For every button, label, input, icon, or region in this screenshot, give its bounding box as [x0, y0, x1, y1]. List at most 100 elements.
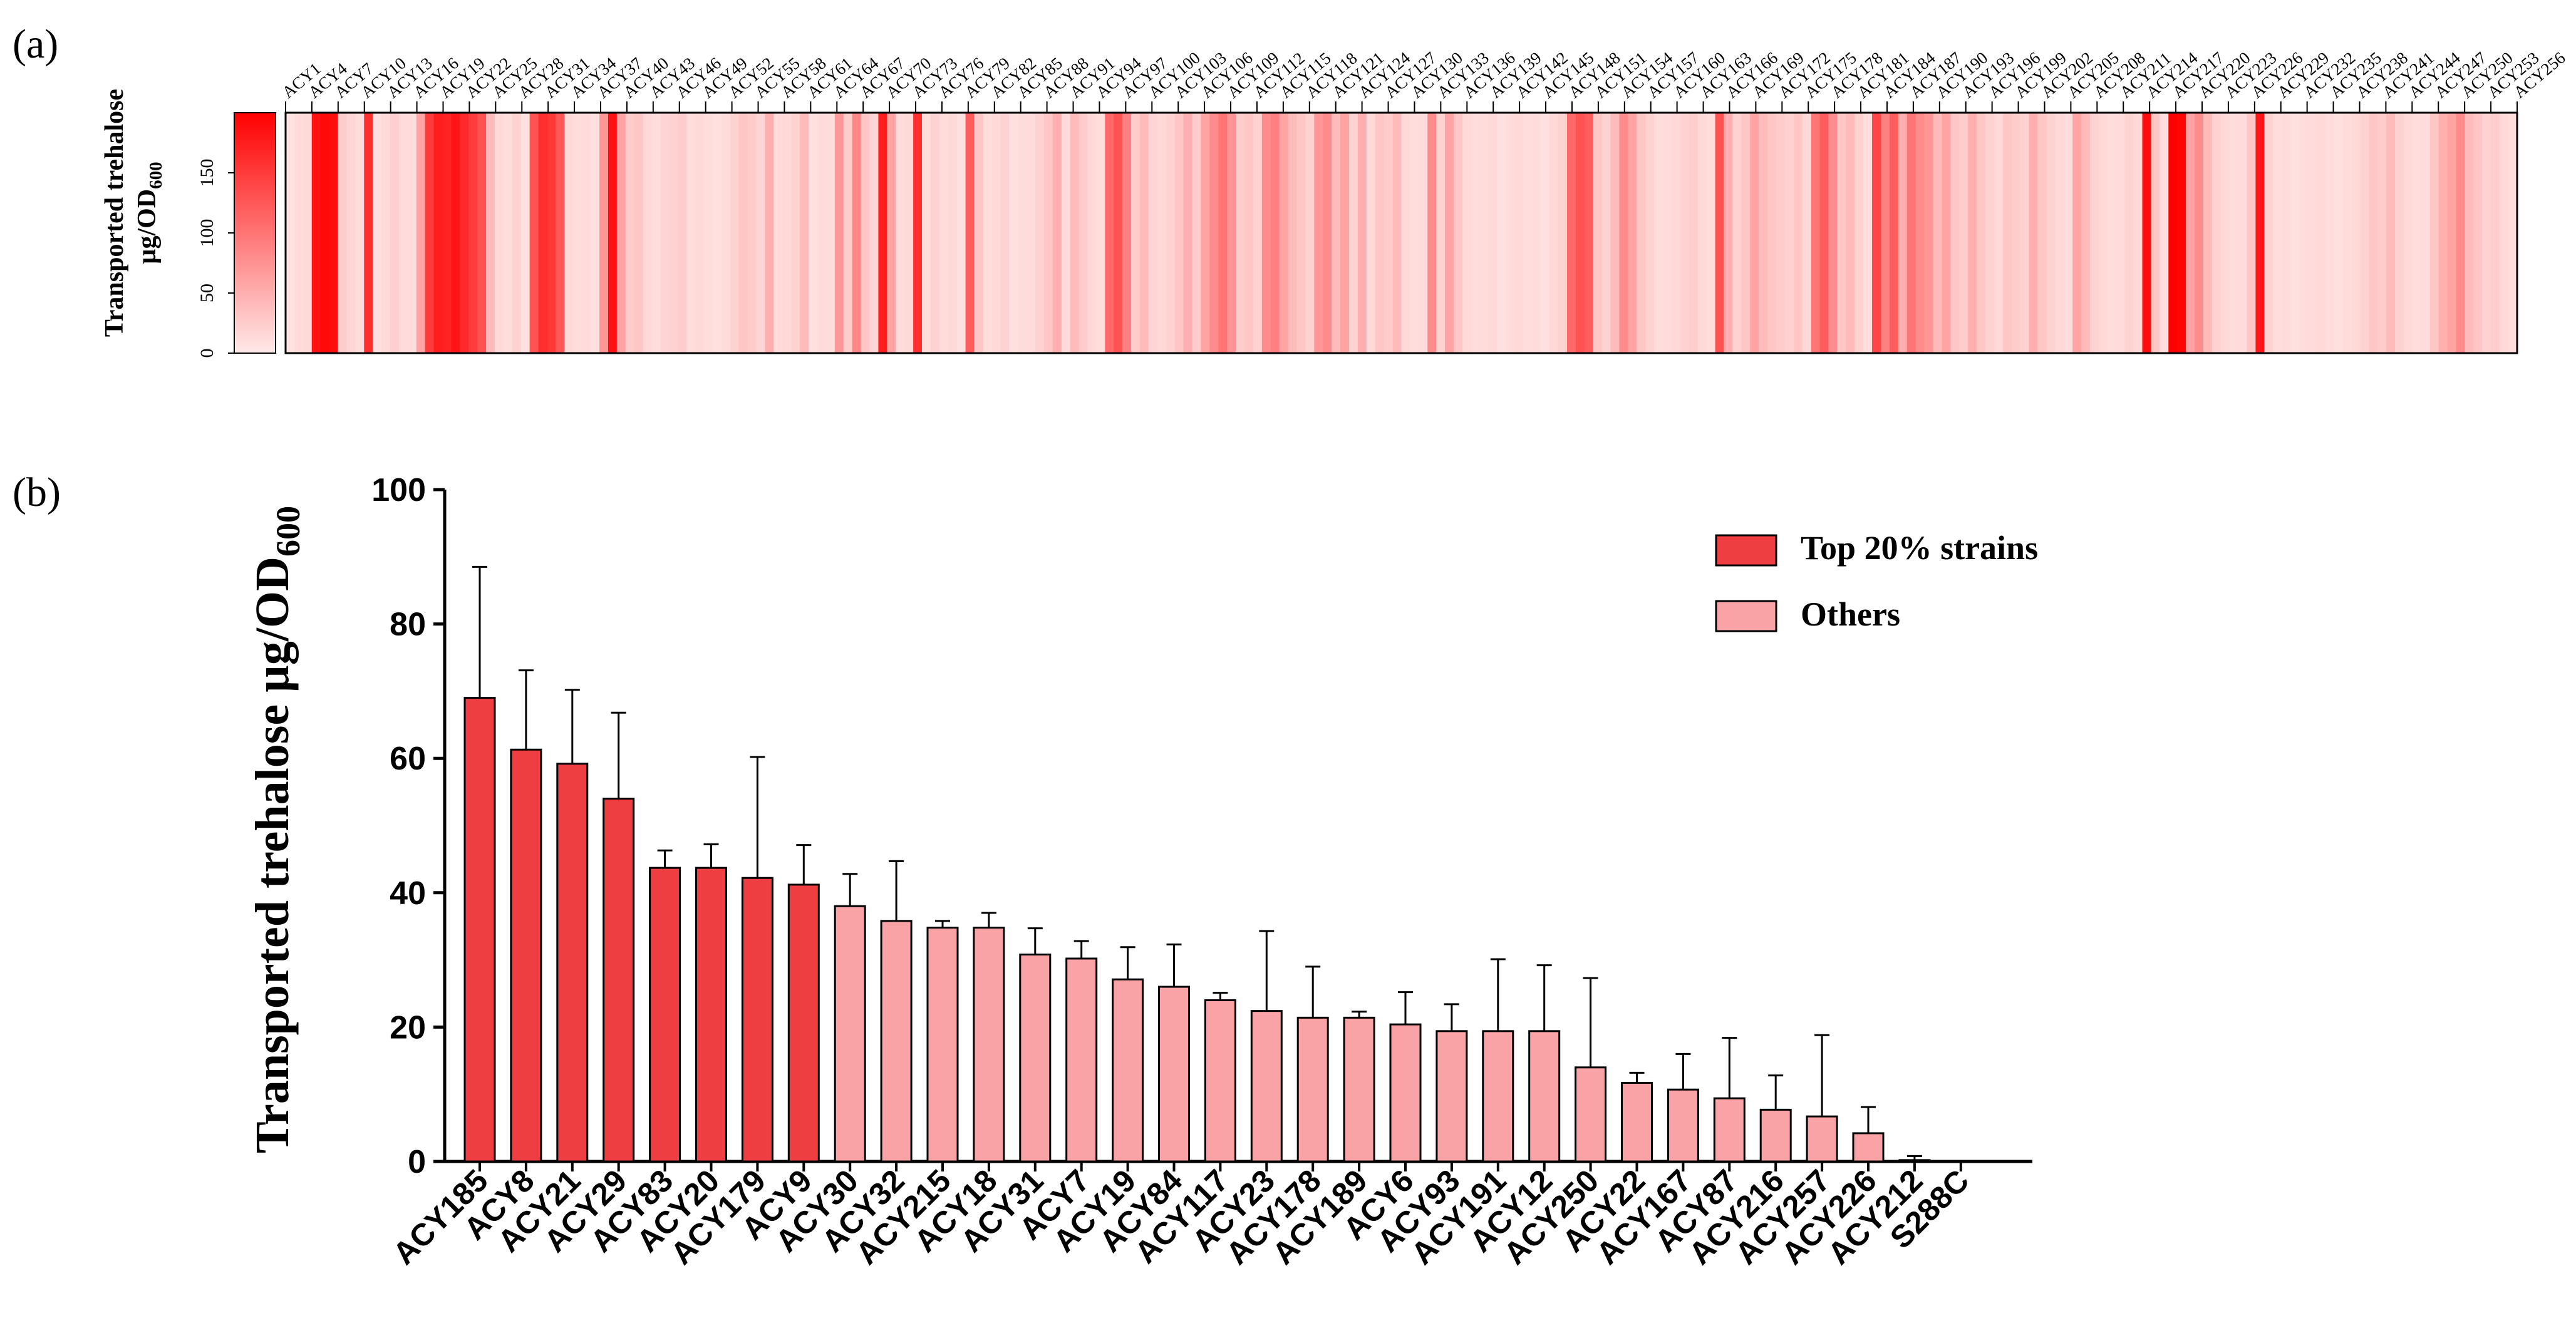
heatmap-cell	[1419, 113, 1428, 353]
heatmap-cell	[2473, 113, 2483, 353]
bar	[741, 877, 773, 1163]
bar	[1898, 1159, 1931, 1163]
heatmap-cell	[2264, 113, 2273, 353]
heatmap-cell	[2020, 113, 2030, 353]
heatmap-cell	[678, 113, 687, 353]
bar	[463, 697, 496, 1163]
bar	[1343, 1016, 1375, 1163]
heatmap-cell	[564, 113, 574, 353]
panel-b-label: (b)	[13, 470, 61, 515]
heatmap-cell	[721, 113, 731, 353]
heatmap-cell	[495, 113, 504, 353]
heatmap-cell	[1201, 113, 1210, 353]
heatmap-cell	[599, 113, 609, 353]
panel-b-ylabel-main: Transported trehalose µg/OD	[246, 557, 299, 1153]
bar	[510, 748, 542, 1163]
heatmap-cell	[861, 113, 871, 353]
heatmap-cell	[1663, 113, 1672, 353]
bar	[1575, 1066, 1607, 1163]
heatmap-cell	[2203, 113, 2213, 353]
heatmap-cell	[843, 113, 853, 353]
heatmap-cell	[817, 113, 827, 353]
heatmap-cell	[2342, 113, 2352, 353]
heatmap-cell	[2325, 113, 2335, 353]
heatmap-cell	[329, 113, 339, 353]
heatmap-cell	[373, 113, 382, 353]
heatmap-cell	[1819, 113, 1829, 353]
heatmap-cell	[1479, 113, 1489, 353]
heatmap-cell	[2508, 113, 2518, 353]
heatmap-cell	[1566, 113, 1576, 353]
heatmap-cell	[643, 113, 653, 353]
heatmap-cell	[2369, 113, 2378, 353]
heatmap-cell	[1375, 113, 1385, 353]
heatmap-cell	[2412, 113, 2422, 353]
heatmap-cell	[1671, 113, 1681, 353]
heatmap-cell	[529, 113, 539, 353]
bar	[1759, 1108, 1792, 1163]
panel-b-ylabel-subscript: 600	[269, 506, 307, 557]
heatmap-cell	[2447, 113, 2457, 353]
heatmap-cell	[2482, 113, 2491, 353]
heatmap-cell	[1628, 113, 1637, 353]
heatmap-cell	[1253, 113, 1263, 353]
heatmap-cell	[922, 113, 931, 353]
heatmap-cell	[2142, 113, 2152, 353]
heatmap-cell	[1793, 113, 1803, 353]
bar	[834, 905, 866, 1163]
heatmap-cell	[809, 113, 818, 353]
heatmap-cell	[346, 113, 356, 353]
heatmap-cell	[616, 113, 626, 353]
panel-b: (b) Transported trehalose µg/OD600 0 20 40…	[13, 470, 2038, 1271]
heatmap-cell	[1087, 113, 1097, 353]
heatmap-cell	[1654, 113, 1663, 353]
legend: Top 20% strains Others	[1715, 529, 2038, 633]
heatmap-cell	[965, 113, 975, 353]
color-scale-tick-label: 50	[197, 284, 217, 302]
heatmap-cell	[1593, 113, 1603, 353]
heatmap-cell	[2377, 113, 2387, 353]
heatmap-cell	[1096, 113, 1105, 353]
bar	[1204, 999, 1236, 1163]
heatmap-cell	[1218, 113, 1228, 353]
heatmap-cell	[1994, 113, 2004, 353]
heatmap-cell	[2002, 113, 2012, 353]
heatmap-cell	[896, 113, 905, 353]
heatmap-cell	[2438, 113, 2448, 353]
heatmap-cell	[1410, 113, 1419, 353]
heatmap-cell	[2037, 113, 2047, 353]
bar	[1389, 1023, 1422, 1163]
heatmap-cell	[730, 113, 740, 353]
heatmap-cell	[1174, 113, 1184, 353]
heatmap-cell	[738, 113, 748, 353]
heatmap-cell	[1942, 113, 1951, 353]
heatmap-cell	[2229, 113, 2239, 353]
color-scale-bar	[234, 112, 276, 354]
heatmap-cell	[2273, 113, 2282, 353]
y-tick-label: 60	[390, 741, 426, 777]
legend-swatch-others	[1715, 600, 1777, 632]
heatmap-cell	[1445, 113, 1454, 353]
heatmap-cell	[2334, 113, 2344, 353]
heatmap-cell	[625, 113, 635, 353]
bar	[649, 867, 681, 1163]
heatmap-cell	[468, 113, 478, 353]
heatmap-cell	[1532, 113, 1541, 353]
bar	[1112, 978, 1144, 1163]
heatmap-cell	[364, 113, 373, 353]
heatmap-cell	[2090, 113, 2099, 353]
bar	[880, 920, 913, 1163]
heatmap-cell	[939, 113, 949, 353]
y-tick-label: 20	[390, 1009, 426, 1046]
heatmap-cell	[2491, 113, 2500, 353]
heatmap-cell	[2160, 113, 2169, 353]
heatmap-cell	[1767, 113, 1777, 353]
heatmap-cell	[477, 113, 487, 353]
heatmap-cell	[1384, 113, 1394, 353]
heatmap-cell	[1366, 113, 1376, 353]
heatmap-cell	[1715, 113, 1725, 353]
heatmap-cell	[1043, 113, 1053, 353]
heatmap-cell	[1802, 113, 1812, 353]
heatmap-cell	[1959, 113, 1968, 353]
heatmap-cell	[1157, 113, 1167, 353]
